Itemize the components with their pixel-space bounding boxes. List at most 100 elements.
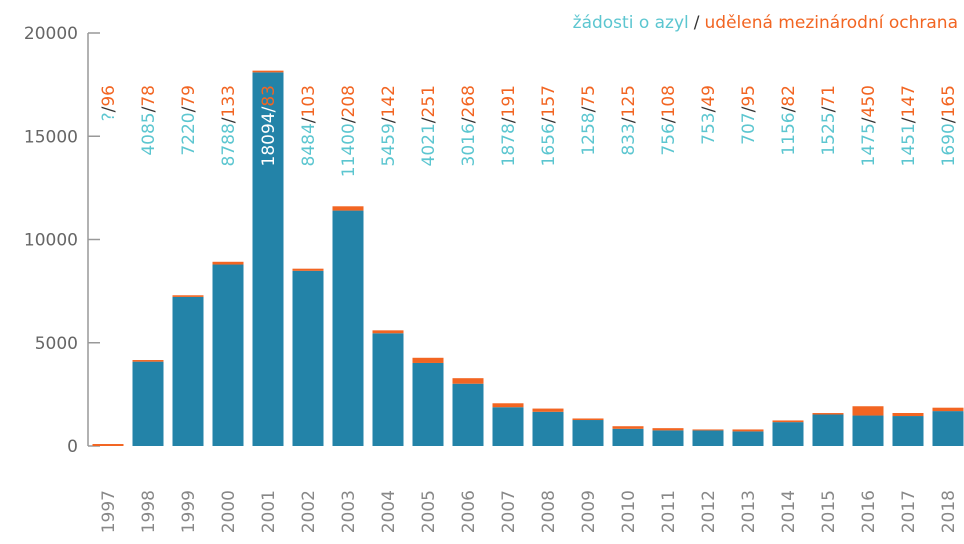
bar-segment xyxy=(292,268,324,271)
value-label-separator: / xyxy=(779,106,799,112)
value-label-separator: / xyxy=(219,117,239,123)
value-label-part: 8788 xyxy=(219,123,239,166)
bar-segment xyxy=(292,270,324,446)
value-label-part: 157 xyxy=(539,85,559,117)
bar-segment xyxy=(212,261,244,265)
value-label: 1525/71 xyxy=(819,85,839,156)
bar-segment xyxy=(852,415,884,446)
legend-separator: / xyxy=(694,13,700,33)
bar-segment xyxy=(892,416,924,446)
x-tick-label: 2011 xyxy=(659,490,679,533)
bar-segment xyxy=(652,428,684,431)
bar-segment xyxy=(892,413,924,417)
x-tick-label: 2013 xyxy=(739,490,759,533)
bar-segment xyxy=(212,264,244,446)
value-label: ?/96 xyxy=(99,85,119,121)
legend-entry: žádosti o azyl xyxy=(573,13,689,33)
value-label: 707/95 xyxy=(739,85,759,145)
value-label-part: 79 xyxy=(179,85,199,107)
value-label-part: 83 xyxy=(259,85,279,107)
bar-segment xyxy=(692,430,724,446)
x-tick-label: 2016 xyxy=(859,490,879,533)
value-label-separator: / xyxy=(339,117,359,123)
y-tick-label: 5000 xyxy=(35,334,78,354)
value-label-part: 4021 xyxy=(419,123,439,166)
bar-segment xyxy=(852,406,884,416)
value-label-part: 450 xyxy=(859,85,879,117)
bar-segment xyxy=(172,296,204,446)
x-tick-label: 2009 xyxy=(579,490,599,533)
value-label-separator: / xyxy=(419,117,439,123)
value-label-part: 5459 xyxy=(379,123,399,166)
value-label-part: 1258 xyxy=(579,112,599,155)
value-label-part: 165 xyxy=(939,85,959,117)
bar-segment xyxy=(692,429,724,431)
value-label-part: 1156 xyxy=(779,112,799,155)
x-tick-label: 2002 xyxy=(299,490,319,533)
bar-segment xyxy=(812,414,844,446)
x-tick-label: 2006 xyxy=(459,490,479,533)
legend-entry: udělená mezinárodní ochrana xyxy=(705,13,959,33)
x-tick-label: 1997 xyxy=(99,490,119,533)
value-label-separator: / xyxy=(99,106,119,112)
x-tick-label: 2005 xyxy=(419,490,439,533)
value-label-part: 1475 xyxy=(859,123,879,166)
value-label: 18094/83 xyxy=(259,85,279,166)
value-label-part: 7220 xyxy=(179,112,199,155)
x-tick-label: 1998 xyxy=(139,490,159,533)
value-label: 8788/133 xyxy=(219,85,239,166)
value-label-part: 49 xyxy=(699,85,719,107)
x-tick-label: 2008 xyxy=(539,490,559,533)
value-label-part: 268 xyxy=(459,85,479,117)
value-label-separator: / xyxy=(659,117,679,123)
value-label-part: 251 xyxy=(419,85,439,117)
value-label: 4085/78 xyxy=(139,85,159,156)
bar-segment xyxy=(772,422,804,446)
value-label-part: 96 xyxy=(99,85,119,107)
bar-segment xyxy=(452,383,484,446)
value-label-part: 82 xyxy=(779,85,799,107)
bar-segment xyxy=(332,210,364,446)
x-tick-label: 2003 xyxy=(339,490,359,533)
value-label-part: 142 xyxy=(379,85,399,117)
x-tick-label: 2015 xyxy=(819,490,839,533)
bar-segment xyxy=(932,411,964,446)
bar-segment xyxy=(492,403,524,408)
value-label-separator: / xyxy=(379,117,399,123)
value-label-part: ? xyxy=(99,112,119,121)
value-label-part: 18094 xyxy=(259,112,279,166)
bar-segment xyxy=(732,431,764,446)
bar-segment xyxy=(652,430,684,446)
value-label-separator: / xyxy=(499,117,519,123)
bar-segment xyxy=(452,378,484,384)
value-label-part: 1525 xyxy=(819,112,839,155)
bar-segment xyxy=(572,418,604,421)
value-label-part: 103 xyxy=(299,85,319,117)
value-label-separator: / xyxy=(259,106,279,112)
bar-segment xyxy=(92,444,124,446)
value-label: 11400/208 xyxy=(339,85,359,177)
value-label-separator: / xyxy=(579,106,599,112)
value-label-part: 1656 xyxy=(539,123,559,166)
value-label-part: 191 xyxy=(499,85,519,117)
value-label-part: 108 xyxy=(659,85,679,117)
value-label: 1878/191 xyxy=(499,85,519,166)
value-label: 5459/142 xyxy=(379,85,399,166)
value-label-part: 1878 xyxy=(499,123,519,166)
value-label-part: 1451 xyxy=(899,123,919,166)
value-label: 756/108 xyxy=(659,85,679,156)
value-label-part: 78 xyxy=(139,85,159,107)
value-label-separator: / xyxy=(619,117,639,123)
value-label: 1656/157 xyxy=(539,85,559,166)
value-label-separator: / xyxy=(139,106,159,112)
value-label: 1258/75 xyxy=(579,85,599,156)
value-label-part: 95 xyxy=(739,85,759,107)
bar-segment xyxy=(612,428,644,446)
bar-segment xyxy=(732,429,764,432)
value-label-part: 8484 xyxy=(299,123,319,166)
x-tick-label: 2012 xyxy=(699,490,719,533)
bar-segment xyxy=(492,407,524,446)
legend: žádosti o azyl / udělená mezinárodní ochra… xyxy=(573,13,958,33)
value-label-part: 71 xyxy=(819,85,839,107)
